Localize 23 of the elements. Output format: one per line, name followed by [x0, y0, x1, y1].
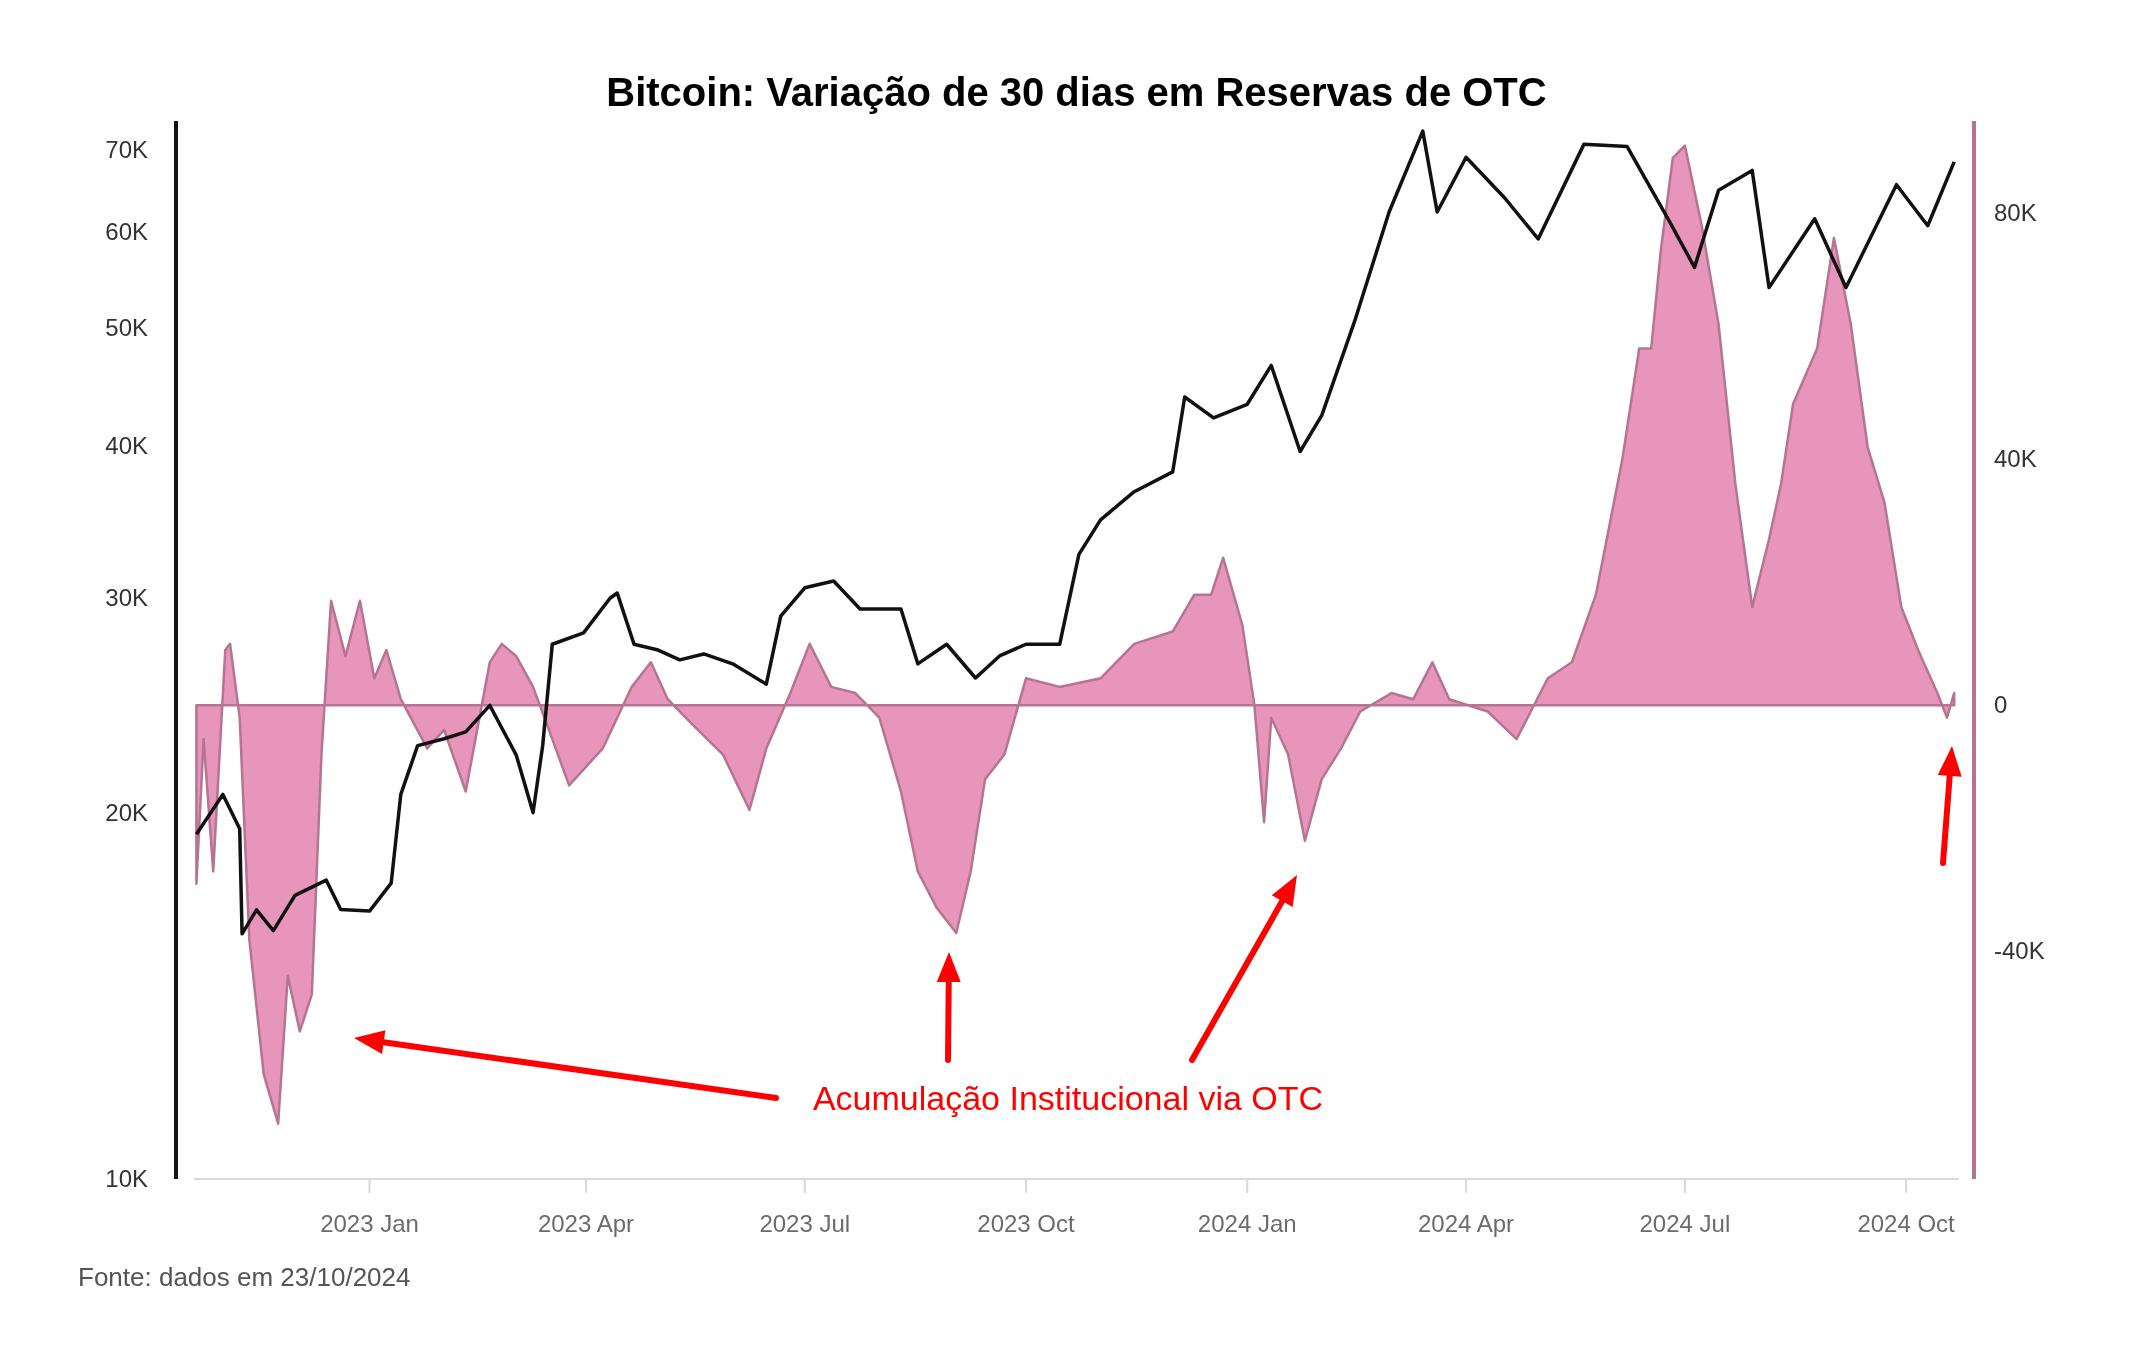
y2-tick-label: 80K	[1994, 199, 2037, 227]
x-tick-label: 2023 Jul	[759, 1210, 851, 1237]
x-tick-label: 2023 Apr	[537, 1210, 634, 1237]
y2-tick-label: 0	[1994, 691, 2008, 719]
x-tick-label: 2023 Jan	[320, 1210, 419, 1237]
y-tick-label: 20K	[105, 798, 148, 826]
annotation: Acumulação Institucional via OTC	[812, 1079, 1324, 1117]
x-tick-label: 2024 Jul	[1639, 1210, 1731, 1237]
y-tick-label: 50K	[105, 314, 148, 342]
line-series	[194, 129, 1956, 936]
y-tick-label: 70K	[105, 136, 148, 164]
y-tick-label: 10K	[105, 1165, 148, 1192]
y-tick-label: 60K	[105, 217, 148, 245]
x-tick-label: 2024 Jan	[1197, 1210, 1297, 1237]
source-note: Fonte: dados em 23/10/2024	[78, 1262, 411, 1292]
y2-tick-label: 40K	[1994, 445, 2037, 473]
x-tick-label: 2024 Oct	[1857, 1210, 1956, 1237]
x-tick-label: 2024 Apr	[1418, 1210, 1515, 1237]
y-tick-label: 30K	[105, 584, 148, 612]
y2-tick-label: -40K	[1994, 937, 2045, 965]
x-tick-label: 2023 Oct	[977, 1210, 1076, 1237]
chart-title: Bitcoin: Variação de 30 dias em Reservas de OTC	[606, 70, 1547, 114]
y-tick-label: 40K	[105, 432, 148, 460]
